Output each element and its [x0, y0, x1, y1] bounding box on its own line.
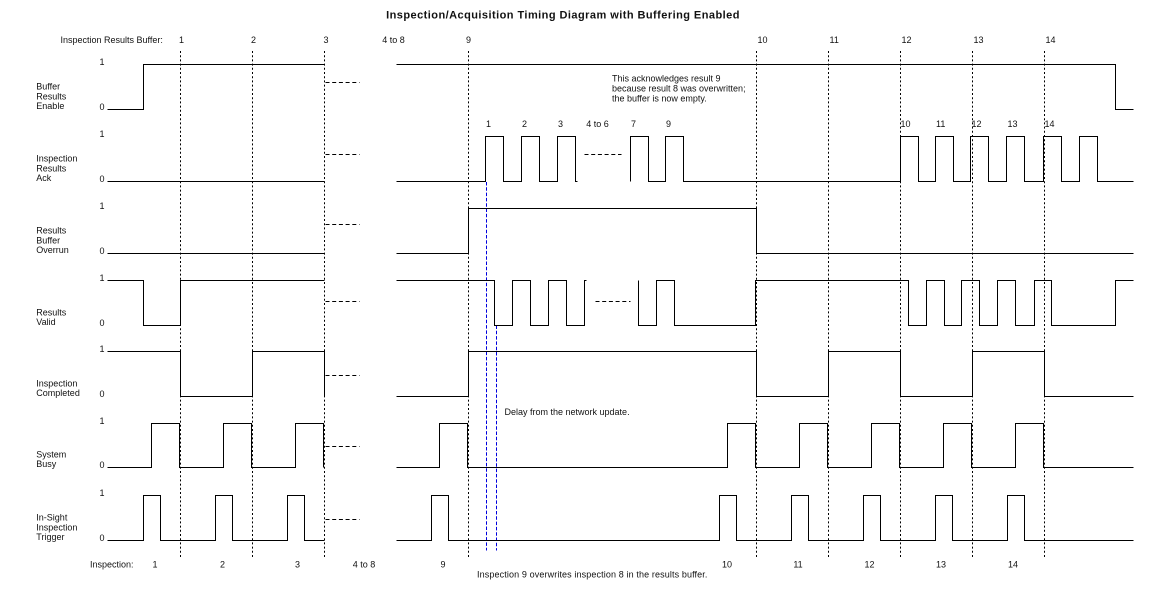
svg-text:1: 1	[179, 35, 184, 45]
svg-text:Busy: Busy	[36, 459, 57, 469]
svg-text:Inspection: Inspection	[36, 522, 77, 532]
svg-text:1: 1	[99, 201, 104, 211]
svg-text:14: 14	[1008, 560, 1018, 570]
svg-text:1: 1	[99, 488, 104, 498]
svg-text:Results: Results	[36, 91, 67, 101]
svg-text:13: 13	[1008, 119, 1018, 129]
svg-text:4 to 8: 4 to 8	[353, 560, 376, 570]
svg-text:1: 1	[152, 560, 157, 570]
svg-text:3: 3	[323, 35, 328, 45]
svg-text:This acknowledges result 9: This acknowledges result 9	[612, 74, 721, 84]
svg-text:1: 1	[99, 129, 104, 139]
svg-text:3: 3	[295, 560, 300, 570]
svg-text:Results: Results	[36, 163, 67, 173]
svg-text:0: 0	[99, 460, 104, 470]
svg-text:9: 9	[440, 560, 445, 570]
svg-text:2: 2	[220, 560, 225, 570]
svg-text:1: 1	[99, 57, 104, 67]
svg-text:2: 2	[251, 35, 256, 45]
svg-text:0: 0	[99, 389, 104, 399]
svg-text:Inspection 9 overwrites inspec: Inspection 9 overwrites inspection 8 in …	[477, 570, 708, 580]
svg-text:11: 11	[830, 35, 839, 45]
svg-text:13: 13	[936, 560, 946, 570]
svg-text:14: 14	[1046, 35, 1056, 45]
svg-text:because result 8 was overwritt: because result 8 was overwritten;	[612, 84, 746, 94]
svg-text:Enable: Enable	[36, 101, 64, 111]
svg-text:Completed: Completed	[36, 388, 80, 398]
svg-text:3: 3	[558, 119, 563, 129]
svg-text:Inspection: Inspection	[36, 378, 77, 388]
svg-text:1: 1	[99, 416, 104, 426]
svg-text:12: 12	[864, 560, 874, 570]
svg-text:7: 7	[631, 119, 636, 129]
svg-text:10: 10	[722, 560, 732, 570]
svg-text:the buffer is now empty.: the buffer is now empty.	[612, 94, 707, 104]
svg-text:11: 11	[793, 560, 802, 570]
svg-text:Inspection/Acquisition Timing: Inspection/Acquisition Timing Diagram wi…	[386, 10, 740, 22]
svg-text:Inspection: Inspection	[36, 154, 77, 164]
svg-text:12: 12	[972, 119, 982, 129]
svg-text:0: 0	[99, 174, 104, 184]
svg-text:9: 9	[666, 119, 671, 129]
svg-text:Delay from the network update.: Delay from the network update.	[505, 407, 630, 417]
svg-text:12: 12	[902, 35, 912, 45]
svg-text:Buffer: Buffer	[36, 82, 60, 92]
svg-text:2: 2	[522, 119, 527, 129]
svg-text:0: 0	[99, 318, 104, 328]
svg-text:13: 13	[974, 35, 984, 45]
svg-text:1: 1	[99, 273, 104, 283]
svg-text:0: 0	[99, 246, 104, 256]
svg-text:Results: Results	[36, 226, 67, 236]
svg-text:4 to 6: 4 to 6	[586, 119, 609, 129]
svg-text:10: 10	[901, 119, 911, 129]
svg-text:1: 1	[99, 344, 104, 354]
svg-text:Overrun: Overrun	[36, 245, 69, 255]
svg-text:Results: Results	[36, 307, 67, 317]
svg-text:Inspection Results Buffer:: Inspection Results Buffer:	[61, 35, 163, 45]
svg-text:Buffer: Buffer	[36, 235, 60, 245]
svg-text:In-Sight: In-Sight	[36, 513, 68, 523]
svg-text:11: 11	[936, 119, 945, 129]
svg-text:Ack: Ack	[36, 173, 52, 183]
svg-text:14: 14	[1045, 119, 1055, 129]
svg-text:4 to 8: 4 to 8	[382, 35, 405, 45]
svg-text:1: 1	[486, 119, 491, 129]
svg-text:10: 10	[758, 35, 768, 45]
svg-text:0: 0	[99, 533, 104, 543]
svg-text:Trigger: Trigger	[36, 532, 64, 542]
svg-text:Valid: Valid	[36, 317, 55, 327]
svg-text:Inspection:: Inspection:	[90, 560, 134, 570]
svg-text:9: 9	[466, 35, 471, 45]
svg-text:System: System	[36, 449, 66, 459]
svg-text:0: 0	[99, 102, 104, 112]
